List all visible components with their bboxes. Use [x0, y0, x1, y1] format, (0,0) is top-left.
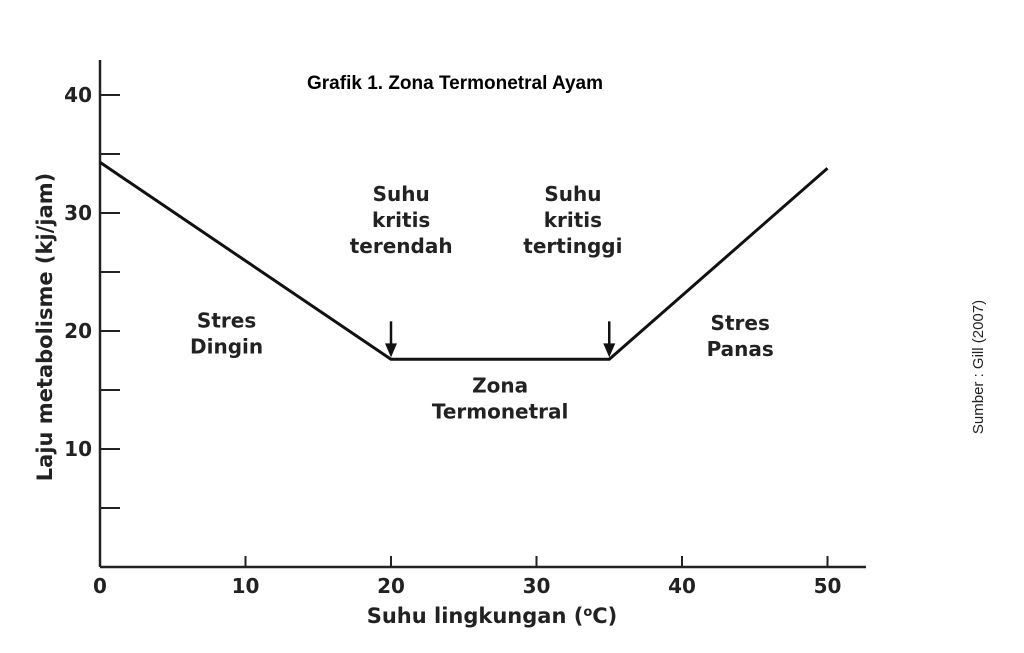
- annotation-text: terendah: [350, 234, 453, 258]
- y-axis-label: Laju metabolisme (kj/jam): [33, 173, 57, 481]
- x-tick-label: 0: [93, 574, 107, 598]
- x-axis-label: Suhu lingkungan (oC): [367, 604, 618, 628]
- annotations: StresDinginSuhukritisterendahSuhukritist…: [190, 182, 774, 423]
- annotation-text: Suhu: [373, 182, 430, 206]
- y-tick-label: 10: [64, 437, 92, 461]
- annotation-text: tertinggi: [523, 234, 622, 258]
- y-tick-label: 40: [64, 83, 92, 107]
- annotation-text: kritis: [372, 208, 430, 232]
- arrow-head: [385, 343, 397, 358]
- source-note: Sumber : Gill (2007): [970, 300, 987, 434]
- annotation-text: Zona: [472, 373, 528, 397]
- annotation-text: kritis: [544, 208, 602, 232]
- series-line: [99, 161, 829, 361]
- x-tick-label: 10: [232, 574, 260, 598]
- x-tick-label: 50: [814, 574, 842, 598]
- x-axis-label-degree: o: [583, 605, 592, 620]
- x-tick-label: 30: [523, 574, 551, 598]
- annotation-text: Dingin: [190, 334, 263, 358]
- x-tick-label: 20: [377, 574, 405, 598]
- plot-area: [99, 161, 829, 361]
- annotation-text: Termonetral: [432, 399, 569, 423]
- arrow-head: [603, 343, 616, 358]
- y-tick-label: 20: [64, 319, 92, 343]
- annotation-text: Stres: [197, 308, 256, 332]
- axis-ticks: 0 10 20 30 40 50 10 20 30 40: [64, 83, 841, 598]
- x-tick-label: 40: [668, 574, 696, 598]
- x-axis-label-unit: C): [592, 604, 617, 628]
- annotation-text: Suhu: [544, 182, 601, 206]
- x-axis-label-main: Suhu lingkungan (: [367, 604, 584, 628]
- annotation-text: Panas: [707, 337, 774, 361]
- annotation-text: Stres: [711, 311, 770, 335]
- chart-title: Grafik 1. Zona Termonetral Ayam: [307, 73, 603, 94]
- y-tick-label: 30: [64, 201, 92, 225]
